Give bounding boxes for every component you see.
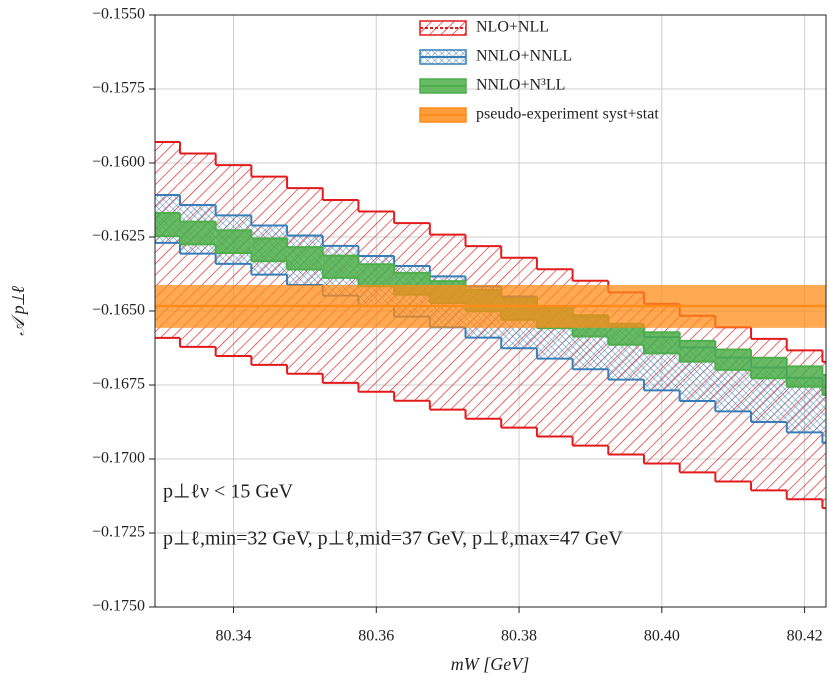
plot-area <box>155 140 826 510</box>
band-bin <box>179 221 216 245</box>
legend-label: pseudo-experiment syst+stat <box>476 106 659 123</box>
band-bin <box>751 357 787 379</box>
y-tick-label: −0.1675 <box>92 376 145 393</box>
axes: −0.1550 −0.1575 −0.1600 −0.1625 −0.1650 −0.16… <box>92 6 823 645</box>
band-bin <box>679 340 716 362</box>
legend-label: NNLO+NNLL <box>476 48 572 65</box>
band-bin <box>608 323 644 345</box>
band-bin <box>358 264 395 287</box>
x-tick-label: 80.40 <box>644 628 680 645</box>
y-tick-label: −0.1575 <box>92 80 145 97</box>
y-axis-label: 𝒜 p⊥ℓ <box>8 286 28 336</box>
annotation: p⊥ℓν < 15 GeV <box>163 481 294 503</box>
x-axis-label: mW [GeV] <box>451 654 530 674</box>
band-bin <box>322 255 359 278</box>
x-tick-label: 80.42 <box>787 628 823 645</box>
annotation: p⊥ℓ,min=32 GeV, p⊥ℓ,mid=37 GeV, p⊥ℓ,max=… <box>163 528 623 550</box>
x-tick-label: 80.34 <box>216 628 252 645</box>
band-bin <box>251 238 288 262</box>
band-bin <box>786 366 823 387</box>
legend-label: NNLO+N³LL <box>476 77 565 94</box>
y-tick-label: −0.1600 <box>92 154 145 171</box>
y-tick-label: −0.1700 <box>92 450 145 467</box>
y-tick-label: −0.1750 <box>92 598 145 615</box>
band-bin <box>155 213 180 237</box>
legend: NLO+NLL NNLO+NNLL NNLO+N³LL pseudo-experime… <box>419 19 659 123</box>
y-tick-label: −0.1650 <box>92 302 145 319</box>
band-bin <box>643 332 680 354</box>
x-tick-label: 80.38 <box>501 628 537 645</box>
band-bin <box>822 387 826 444</box>
y-tick-label: −0.1625 <box>92 228 145 245</box>
band-bin <box>822 374 826 396</box>
x-tick-label: 80.36 <box>358 628 394 645</box>
band-bin <box>287 247 323 270</box>
band-bin <box>215 230 252 253</box>
legend-label: NLO+NLL <box>476 19 549 36</box>
y-tick-label: −0.1725 <box>92 524 145 541</box>
y-tick-label: −0.1550 <box>92 6 145 23</box>
band-bin <box>715 349 752 370</box>
